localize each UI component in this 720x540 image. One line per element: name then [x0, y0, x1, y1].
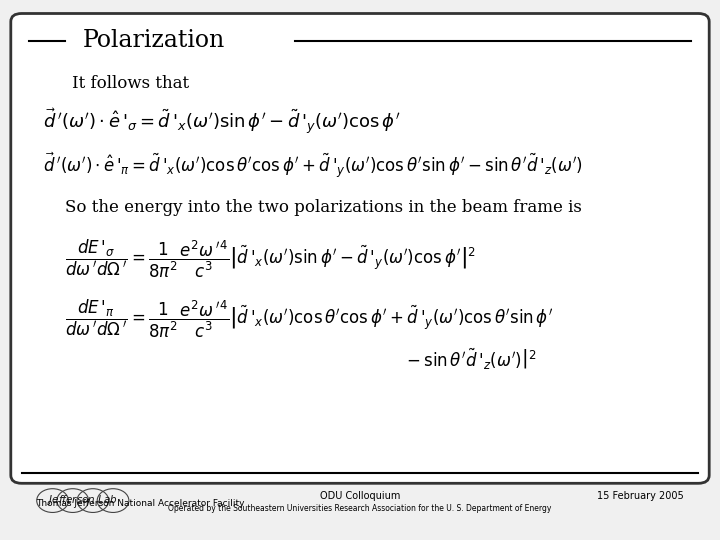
Text: Polarization: Polarization — [83, 29, 225, 52]
Text: It follows that: It follows that — [72, 75, 189, 92]
Text: $\dfrac{dE\,'_{\sigma}}{d\omega\,' d\Omega\,'} = \dfrac{1}{8\pi^2}\dfrac{e^2{\om: $\dfrac{dE\,'_{\sigma}}{d\omega\,' d\Ome… — [65, 238, 476, 280]
Text: Operated by the Southeastern Universities Research Association for the U. S. Dep: Operated by the Southeastern Universitie… — [168, 504, 552, 513]
Text: ODU Colloquium: ODU Colloquium — [320, 491, 400, 501]
Text: Thomas Jefferson National Accelerator Facility: Thomas Jefferson National Accelerator Fa… — [36, 499, 245, 508]
Text: $\left.-\sin\theta'\tilde{d}\,'_z(\omega')\right|^2$: $\left.-\sin\theta'\tilde{d}\,'_z(\omega… — [403, 347, 536, 372]
Text: 15 February 2005: 15 February 2005 — [598, 491, 684, 501]
Text: $\vec{d}\,'(\omega')\cdot\hat{e}\,'_{\sigma} = \tilde{d}\,'_x(\omega')\sin\phi' : $\vec{d}\,'(\omega')\cdot\hat{e}\,'_{\si… — [43, 106, 400, 137]
Text: $\dfrac{dE\,'_{\pi}}{d\omega\,' d\Omega\,'} = \dfrac{1}{8\pi^2}\dfrac{e^2{\omega: $\dfrac{dE\,'_{\pi}}{d\omega\,' d\Omega\… — [65, 298, 553, 340]
Text: $\vec{d}\,'(\omega')\cdot\hat{e}\,'_{\pi} = \tilde{d}\,'_x(\omega')\cos\theta'\c: $\vec{d}\,'(\omega')\cdot\hat{e}\,'_{\pi… — [43, 150, 583, 179]
Text: $\mathit{Jefferson\ Lab}$: $\mathit{Jefferson\ Lab}$ — [48, 493, 118, 507]
Text: So the energy into the two polarizations in the beam frame is: So the energy into the two polarizations… — [65, 199, 582, 217]
FancyBboxPatch shape — [11, 14, 709, 483]
